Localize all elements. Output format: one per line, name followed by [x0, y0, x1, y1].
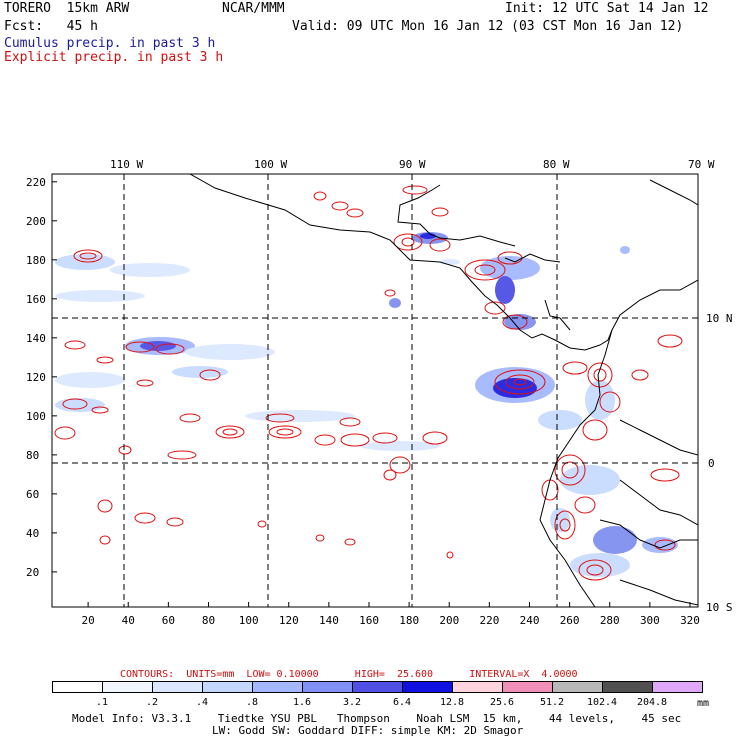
x-tick-label: 280 [599, 614, 620, 627]
y-tick-label: 180 [26, 253, 46, 267]
lon-label-70w: 70 W [688, 158, 715, 171]
x-tick-label: 40 [121, 614, 135, 627]
colorbar-swatch [102, 681, 153, 693]
colorbar-label: 12.8 [439, 697, 465, 708]
colorbar-swatch [152, 681, 203, 693]
x-tick-label: 120 [278, 614, 299, 627]
valid-time: Valid: 09 UTC Mon 16 Jan 12 (03 CST Mon … [292, 19, 684, 34]
contour-info: CONTOURS: UNITS=mm LOW= 0.10000 HIGH= 25… [120, 669, 578, 680]
colorbar-swatch [402, 681, 453, 693]
forecast-hour: Fcst: 45 h [4, 19, 98, 34]
y-tick-label: 20 [26, 565, 40, 579]
x-tick-label: 220 [479, 614, 500, 627]
y-tick-label: 100 [26, 409, 46, 423]
colorbar-swatch [502, 681, 553, 693]
coastlines [189, 174, 698, 607]
colorbar-swatch [252, 681, 303, 693]
center-name: NCAR/MMM [222, 1, 285, 16]
map-frame [51, 173, 699, 608]
lon-label-90w: 90 W [399, 158, 426, 171]
y-tick-label: 120 [26, 370, 46, 384]
x-tick-label: 240 [519, 614, 540, 627]
colorbar-label: 51.2 [539, 697, 565, 708]
explicit-legend: Explicit precip. in past 3 h [4, 50, 224, 65]
colorbar-label: 6.4 [392, 697, 412, 708]
y-tick-label: 160 [26, 292, 46, 306]
colorbar-swatch [302, 681, 353, 693]
colorbar-swatch [202, 681, 253, 693]
lat-label-10s: 10 S [706, 601, 733, 614]
colorbar-swatch [552, 681, 603, 693]
x-tick-label: 80 [201, 614, 216, 627]
colorbar-label: .4 [195, 697, 209, 708]
y-tick-label: 220 [26, 175, 46, 189]
colorbar-label: 1.6 [292, 697, 312, 708]
colorbar-swatch [352, 681, 403, 693]
x-tick-label: 20 [81, 614, 95, 627]
x-tick-label: 300 [639, 614, 660, 627]
y-tick-label: 40 [26, 526, 40, 540]
x-tick-label: 100 [238, 614, 259, 627]
colorbar-units: mm [697, 698, 710, 709]
y-tick-label: 200 [26, 214, 46, 228]
model-physics: LW: Godd SW: Goddard DIFF: simple KM: 2D… [212, 724, 524, 737]
x-tick-label: 180 [399, 614, 420, 627]
colorbar-label: .8 [245, 697, 259, 708]
colorbar-label: 25.6 [489, 697, 515, 708]
colorbar-swatch [452, 681, 503, 693]
graticule [52, 174, 698, 607]
model-title: TORERO 15km ARW [4, 1, 130, 16]
cumulus-legend: Cumulus precip. in past 3 h [4, 36, 216, 51]
model-info: Model Info: V3.3.1 Tiedtke YSU PBL Thomp… [72, 712, 682, 725]
x-tick-label: 320 [680, 614, 700, 627]
colorbar-label: .1 [95, 697, 109, 708]
x-tick-label: 60 [161, 614, 175, 627]
colorbar-swatch [602, 681, 653, 693]
y-tick-label: 80 [26, 448, 40, 462]
y-tick-label: 60 [26, 487, 40, 501]
lon-label-100w: 100 W [254, 158, 288, 171]
y-tick-label: 140 [26, 331, 46, 345]
map-content [52, 174, 698, 607]
lon-label-110w: 110 W [110, 158, 144, 171]
lat-label-0: 0 [708, 457, 715, 470]
init-time: Init: 12 UTC Sat 14 Jan 12 [505, 1, 709, 16]
x-tick-label: 260 [559, 614, 580, 627]
colorbar-swatch [52, 681, 103, 693]
axis-ticks [52, 181, 691, 607]
x-tick-label: 200 [439, 614, 460, 627]
colorbar-label: 204.8 [636, 697, 668, 708]
colorbar-label: .2 [145, 697, 159, 708]
explicit-contours [54, 185, 683, 581]
lon-label-80w: 80 W [543, 158, 570, 171]
x-tick-label: 140 [318, 614, 339, 627]
x-tick-label: 160 [359, 614, 379, 627]
cumulus-shading [55, 232, 678, 577]
lat-label-10n: 10 N [706, 312, 733, 325]
colorbar-swatch [652, 681, 703, 693]
colorbar-label: 3.2 [342, 697, 362, 708]
colorbar-label: 102.4 [586, 697, 618, 708]
